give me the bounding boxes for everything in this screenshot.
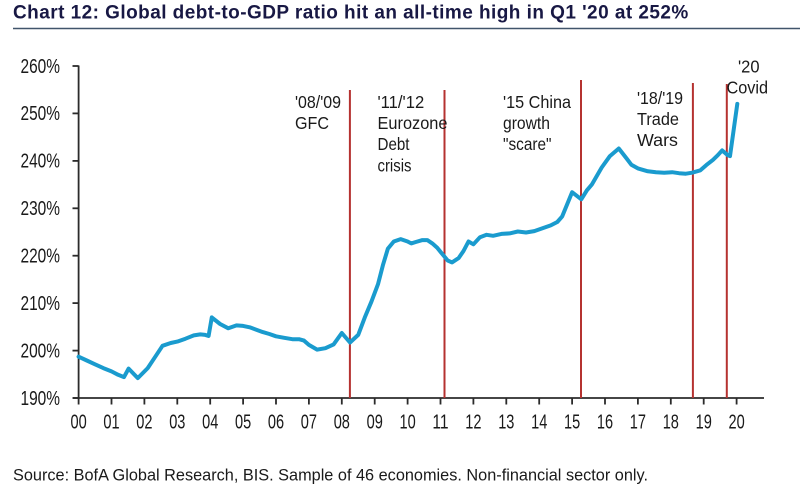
svg-text:11: 11 bbox=[432, 412, 448, 434]
svg-text:230%: 230% bbox=[21, 198, 61, 220]
svg-text:20: 20 bbox=[729, 412, 745, 434]
svg-text:Source: BofA Global Research,: Source: BofA Global Research, BIS. Sampl… bbox=[13, 466, 648, 485]
svg-text:200%: 200% bbox=[21, 340, 61, 362]
svg-text:02: 02 bbox=[136, 412, 152, 434]
svg-text:'18/'19: '18/'19 bbox=[637, 88, 683, 108]
svg-text:crisis: crisis bbox=[378, 156, 412, 176]
svg-text:'11/'12: '11/'12 bbox=[378, 92, 425, 112]
svg-text:'20: '20 bbox=[738, 56, 760, 76]
svg-text:17: 17 bbox=[630, 412, 646, 434]
svg-text:'15 China: '15 China bbox=[503, 92, 571, 112]
svg-text:Trade: Trade bbox=[637, 109, 679, 129]
svg-text:14: 14 bbox=[531, 412, 547, 434]
svg-text:growth: growth bbox=[503, 113, 550, 133]
svg-text:18: 18 bbox=[663, 412, 679, 434]
svg-text:Eurozone: Eurozone bbox=[378, 113, 448, 133]
svg-text:240%: 240% bbox=[21, 151, 61, 173]
svg-text:Covid: Covid bbox=[727, 78, 769, 98]
svg-text:16: 16 bbox=[597, 412, 613, 434]
svg-text:08: 08 bbox=[334, 412, 350, 434]
svg-text:06: 06 bbox=[268, 412, 284, 434]
svg-text:19: 19 bbox=[696, 412, 712, 434]
svg-text:12: 12 bbox=[465, 412, 481, 434]
svg-text:01: 01 bbox=[103, 412, 119, 434]
svg-text:09: 09 bbox=[367, 412, 383, 434]
svg-text:190%: 190% bbox=[21, 388, 61, 410]
svg-text:250%: 250% bbox=[21, 103, 61, 125]
svg-text:210%: 210% bbox=[21, 293, 61, 315]
svg-text:03: 03 bbox=[169, 412, 185, 434]
svg-text:Chart 12: Global debt-to-GDP r: Chart 12: Global debt-to-GDP ratio hit a… bbox=[13, 3, 689, 24]
svg-text:05: 05 bbox=[235, 412, 251, 434]
svg-text:07: 07 bbox=[301, 412, 317, 434]
svg-text:10: 10 bbox=[400, 412, 416, 434]
svg-text:Wars: Wars bbox=[637, 130, 678, 150]
svg-text:13: 13 bbox=[498, 412, 514, 434]
svg-text:GFC: GFC bbox=[295, 113, 329, 133]
svg-text:04: 04 bbox=[202, 412, 218, 434]
svg-text:220%: 220% bbox=[21, 246, 61, 268]
svg-text:'08/'09: '08/'09 bbox=[295, 92, 341, 112]
svg-text:00: 00 bbox=[71, 412, 87, 434]
svg-text:Debt: Debt bbox=[378, 134, 410, 154]
svg-text:"scare": "scare" bbox=[503, 134, 552, 154]
svg-text:15: 15 bbox=[564, 412, 580, 434]
svg-text:260%: 260% bbox=[21, 56, 61, 78]
